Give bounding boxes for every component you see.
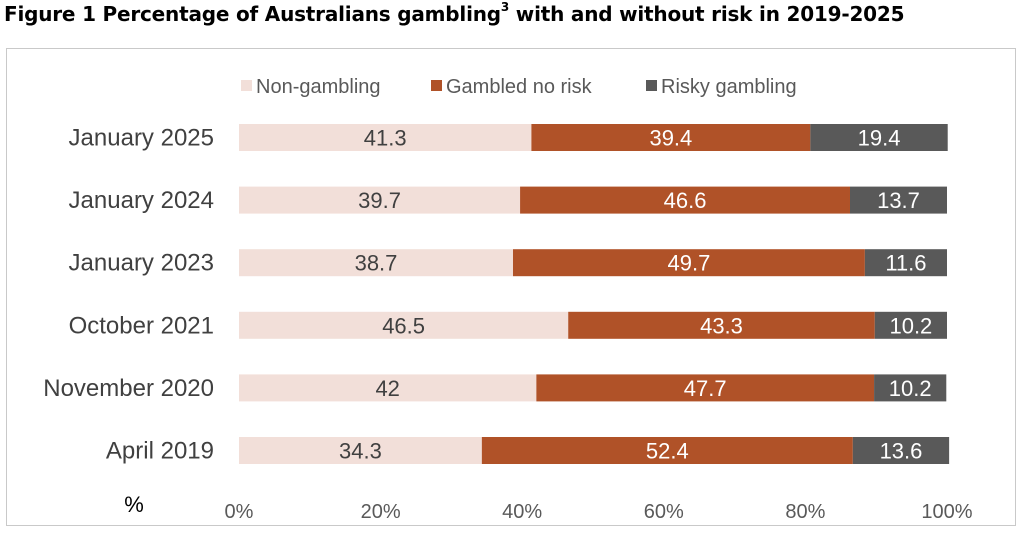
bar-segment-gambled-no-risk xyxy=(531,124,811,151)
x-tick-label: 80% xyxy=(785,501,825,523)
category-label: January 2025 xyxy=(69,125,214,152)
data-label-risky-gambling: 13.7 xyxy=(877,188,920,213)
data-label-gambled-no-risk: 47.7 xyxy=(684,376,727,401)
legend-swatch-non-gambling xyxy=(241,80,252,91)
bar-segment-non-gambling xyxy=(239,249,513,277)
bar-segment-non-gambling xyxy=(239,437,482,464)
legend: Non-gambling Gambled no risk Risky gamblin… xyxy=(241,76,797,98)
category-label: January 2023 xyxy=(69,250,214,277)
data-label-gambled-no-risk: 52.4 xyxy=(646,439,689,464)
bars: 41.3 39.4 19.4 39.7 46.6 13.7 38.7 49.7 11.6 46.5… xyxy=(239,124,950,464)
legend-swatch-gambled-no-risk xyxy=(431,80,442,91)
category-labels: January 2025 January 2024 January 2023 Octo… xyxy=(43,125,214,465)
data-label-gambled-no-risk: 46.6 xyxy=(664,188,707,213)
bar-segment-gambled-no-risk xyxy=(520,186,851,214)
data-label-risky-gambling: 10.2 xyxy=(889,376,932,401)
bar-segment-risky-gambling xyxy=(810,124,948,151)
bar-segment-gambled-no-risk xyxy=(481,437,853,464)
data-label-gambled-no-risk: 43.3 xyxy=(700,313,743,338)
data-label-gambled-no-risk: 39.4 xyxy=(649,126,692,151)
x-tick-label: 40% xyxy=(502,501,542,523)
data-label-non-gambling: 39.7 xyxy=(358,188,401,213)
category-label: October 2021 xyxy=(69,312,214,339)
x-axis: 0% 20% 40% 60% 80% 100%% xyxy=(106,492,973,524)
bar-segment-gambled-no-risk xyxy=(536,374,875,402)
data-label-risky-gambling: 11.6 xyxy=(885,251,926,276)
legend-swatch-risky-gambling xyxy=(646,80,657,91)
category-label: November 2020 xyxy=(43,375,214,402)
x-tick-label: 60% xyxy=(644,501,684,523)
bar-segment-risky-gambling xyxy=(864,249,947,277)
bar-segment-non-gambling xyxy=(239,124,532,151)
bar-segment-risky-gambling xyxy=(852,437,950,464)
bar-segment-risky-gambling xyxy=(874,374,947,402)
x-tick-label: 20% xyxy=(361,501,401,523)
legend-label-non-gambling: Non-gambling xyxy=(256,76,381,98)
data-label-risky-gambling: 19.4 xyxy=(858,126,901,151)
bar-segment-non-gambling xyxy=(239,374,537,402)
data-label-non-gambling: 41.3 xyxy=(364,126,407,151)
data-label-non-gambling: 34.3 xyxy=(339,439,382,464)
bar-segment-gambled-no-risk xyxy=(568,311,875,339)
bar-segment-risky-gambling xyxy=(850,186,947,214)
data-label-gambled-no-risk: 49.7 xyxy=(668,251,711,276)
x-axis-label: % xyxy=(124,492,144,517)
data-label-non-gambling: 46.5 xyxy=(382,313,425,338)
data-label-risky-gambling: 13.6 xyxy=(880,439,923,464)
bar-segment-non-gambling xyxy=(239,186,521,214)
category-label: January 2024 xyxy=(69,187,214,214)
title-superscript: 3 xyxy=(500,0,510,15)
x-tick-label: 0% xyxy=(225,501,254,523)
legend-label-gambled-no-risk: Gambled no risk xyxy=(446,76,593,98)
data-label-non-gambling: 42 xyxy=(375,376,399,401)
legend-label-risky-gambling: Risky gambling xyxy=(661,76,797,98)
category-label: April 2019 xyxy=(106,438,214,465)
figure-title: Figure 1 Percentage of Australians gambl… xyxy=(4,0,905,26)
bar-segment-risky-gambling xyxy=(874,311,947,339)
data-label-non-gambling: 38.7 xyxy=(355,251,398,276)
x-tick-label: 100% xyxy=(921,501,972,523)
bar-segment-non-gambling xyxy=(239,311,569,339)
data-label-risky-gambling: 10.2 xyxy=(889,313,932,338)
chart-frame xyxy=(6,48,1016,526)
bar-segment-gambled-no-risk xyxy=(512,249,865,277)
